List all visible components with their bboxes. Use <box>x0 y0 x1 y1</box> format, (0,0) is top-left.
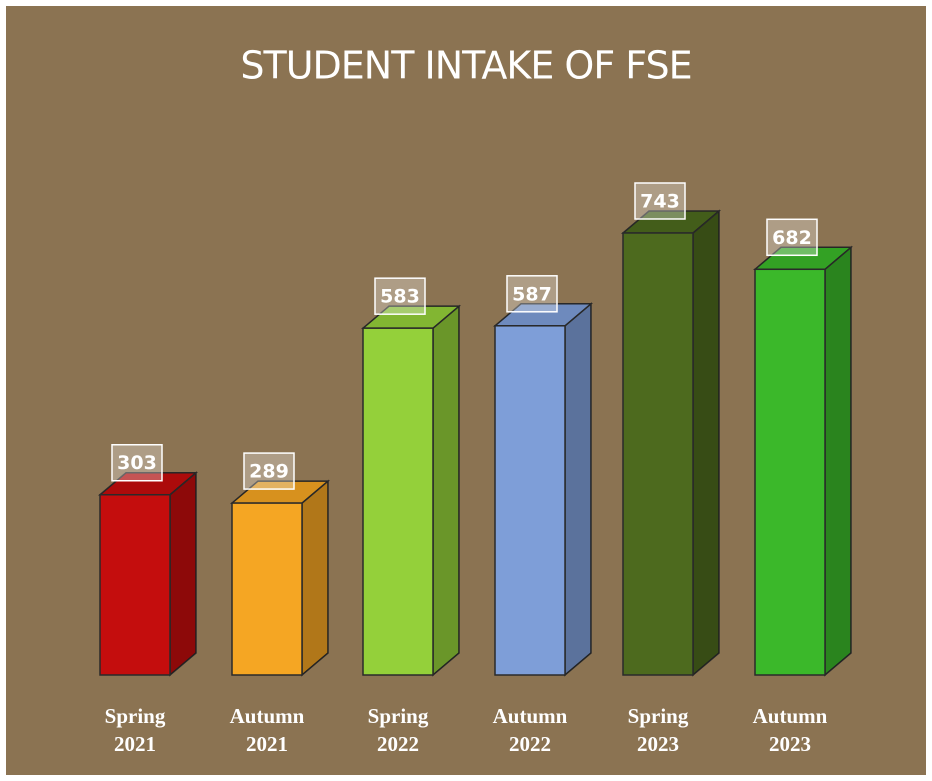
value-label: 682 <box>772 227 812 249</box>
value-label-box <box>243 452 295 490</box>
bar-side-shade <box>433 306 459 675</box>
bar-side-shade <box>693 211 719 675</box>
bar-side-shade <box>170 472 196 675</box>
bar-top-shade <box>755 247 851 270</box>
bar-top-shade <box>495 303 591 326</box>
value-label-box <box>766 218 818 257</box>
value-label: 743 <box>640 191 680 213</box>
bar <box>99 493 171 676</box>
value-label-box <box>111 443 163 482</box>
x-tick-label: Autumn 2023 <box>752 704 828 756</box>
bar-top-shade <box>363 306 459 329</box>
chart-title: STUDENT INTAKE OF FSE <box>240 44 691 88</box>
x-tick-label: Spring 2022 <box>367 704 429 756</box>
bar-top-shade <box>623 211 719 233</box>
value-label-box <box>634 182 686 220</box>
x-tick-label: Spring 2021 <box>104 704 166 756</box>
bar-side-shade <box>302 481 328 675</box>
bar <box>754 268 826 676</box>
value-label-box <box>374 277 426 315</box>
x-tick-label: Spring 2023 <box>627 704 689 756</box>
bar-top-shade <box>232 481 328 504</box>
x-tick-label: Autumn 2022 <box>492 704 568 756</box>
bar-top-shade <box>100 472 196 495</box>
bar-side-shade <box>825 247 851 675</box>
bar-side-shade <box>565 303 591 675</box>
x-tick-label: Autumn 2021 <box>229 704 305 756</box>
value-label: 303 <box>117 452 157 474</box>
bar <box>362 327 434 676</box>
value-label: 289 <box>249 461 289 483</box>
bar <box>494 325 566 676</box>
value-label: 587 <box>512 283 552 305</box>
value-label-box <box>506 275 558 313</box>
bar <box>622 232 694 676</box>
value-label: 583 <box>380 286 420 308</box>
bar <box>231 502 303 676</box>
